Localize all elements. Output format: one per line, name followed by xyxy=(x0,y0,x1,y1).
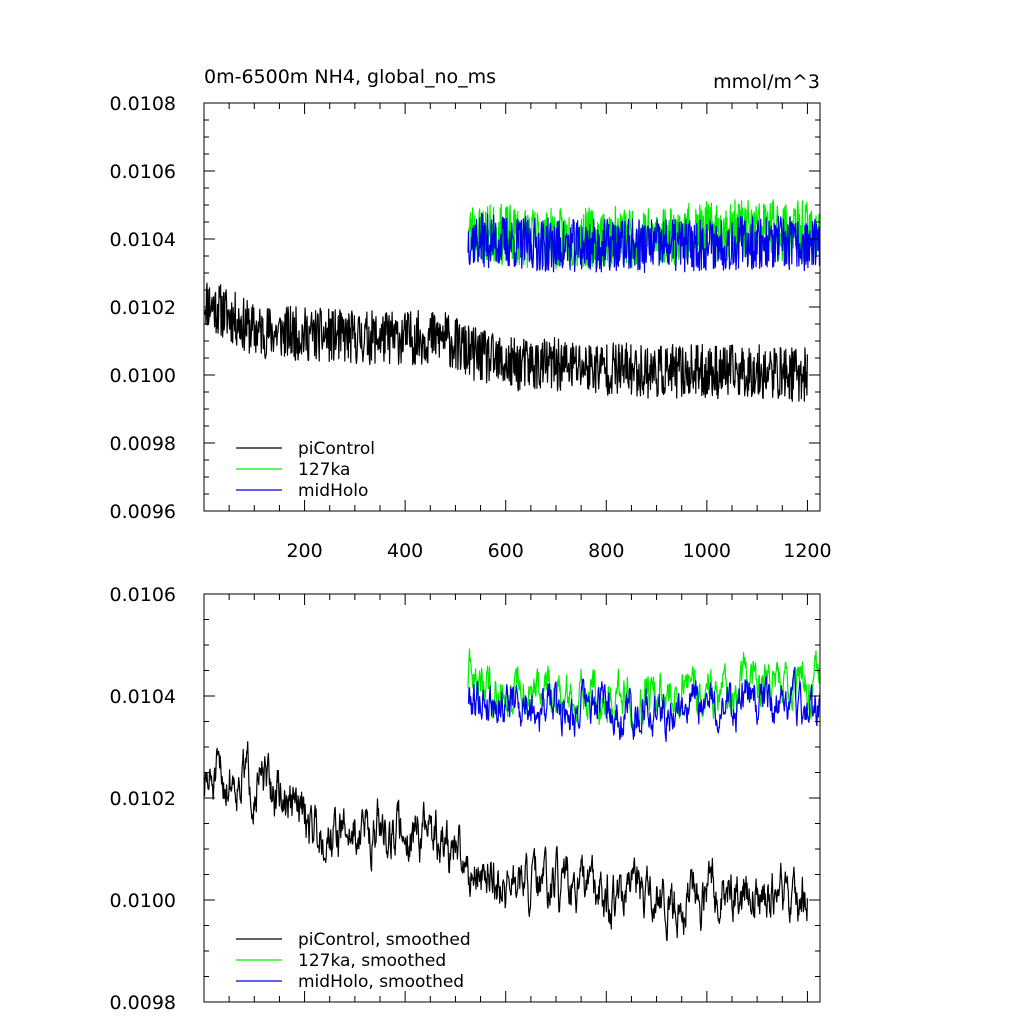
y-tick-label: 0.0102 xyxy=(110,788,176,810)
y-tick-label: 0.0100 xyxy=(110,890,176,912)
x-tick-label: 1000 xyxy=(683,540,731,562)
plot-frame xyxy=(203,593,821,1003)
legend-label: midHolo xyxy=(298,481,368,501)
legend-label: 127ka xyxy=(298,460,350,480)
x-tick-label: 800 xyxy=(588,540,624,562)
top-panel: 0m-6500m NH4, global_no_ms mmol/m^3 0.00… xyxy=(110,66,832,562)
y-tick-label: 0.0106 xyxy=(110,161,176,183)
y-tick-label: 0.0106 xyxy=(110,584,176,606)
x-tick-label: 200 xyxy=(286,540,322,562)
legend-label: piControl, smoothed xyxy=(298,930,471,950)
x-tick-label: 1200 xyxy=(783,540,831,562)
y-tick-label: 0.0096 xyxy=(110,501,176,523)
legend-label: midHolo, smoothed xyxy=(298,972,464,992)
series-line-midholo xyxy=(467,666,821,743)
series-line-picontrol xyxy=(203,741,808,942)
legend-label: 127ka, smoothed xyxy=(298,951,446,971)
legend-label: piControl xyxy=(298,439,375,459)
series-layer xyxy=(203,199,821,402)
chart-title: 0m-6500m NH4, global_no_ms xyxy=(204,66,496,88)
y-tick-label: 0.0104 xyxy=(110,229,176,251)
x-tick-label: 600 xyxy=(488,540,524,562)
y-tick-label: 0.0098 xyxy=(110,433,176,455)
y-tick-label: 0.0108 xyxy=(110,93,176,115)
plot-frame xyxy=(203,102,821,512)
series-line-picontrol xyxy=(203,282,808,402)
series-line-midholo xyxy=(467,212,821,273)
y-tick-label: 0.0100 xyxy=(110,365,176,387)
y-tick-label: 0.0104 xyxy=(110,686,176,708)
units-label: mmol/m^3 xyxy=(713,71,820,93)
bottom-panel: 0.0098 0.0100 0.0102 0.0104 0.0106 piControl… xyxy=(110,584,821,1014)
y-tick-label: 0.0098 xyxy=(110,992,176,1014)
y-tick-label: 0.0102 xyxy=(110,297,176,319)
ticks-layer: 0.0096 0.0098 0.0100 0.0102 0.0104 0.0106 0.01… xyxy=(110,93,832,562)
x-tick-label: 400 xyxy=(387,540,423,562)
series-layer xyxy=(203,648,821,942)
